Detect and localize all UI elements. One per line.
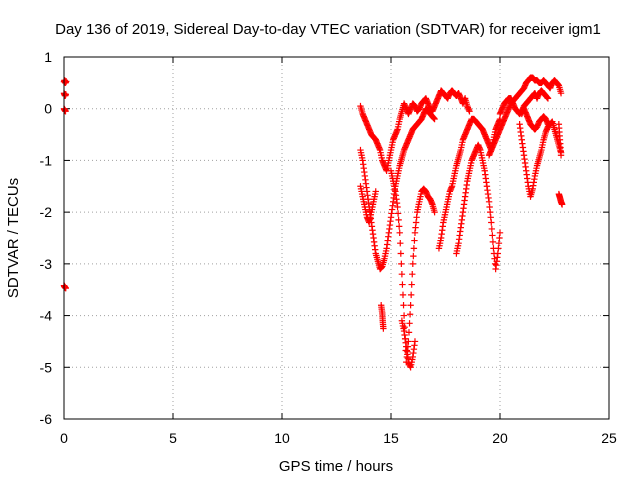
series-trace-m	[555, 190, 566, 208]
data-point	[489, 232, 496, 239]
data-point	[409, 271, 416, 278]
data-point	[410, 252, 417, 260]
data-point	[410, 245, 418, 252]
series-trace-h	[453, 141, 504, 273]
series-trace-j	[496, 87, 552, 118]
data-point	[407, 291, 415, 299]
y-tick-label: 1	[44, 49, 52, 65]
series-trace-i	[485, 74, 565, 159]
series-early-1	[60, 77, 70, 87]
data-point	[398, 271, 406, 278]
y-tick-label: -3	[40, 256, 53, 272]
data-point	[411, 338, 419, 345]
data-point	[431, 115, 438, 123]
series-trace-f	[398, 317, 419, 371]
data-point	[397, 250, 405, 257]
x-tick-label: 15	[383, 430, 399, 446]
data-point	[400, 312, 408, 319]
data-point	[396, 229, 403, 237]
x-tick-label: 10	[274, 430, 290, 446]
series-trace-k	[516, 118, 565, 200]
x-tick-label: 20	[492, 430, 508, 446]
y-tick-label: -6	[40, 411, 53, 427]
data-point	[405, 329, 413, 336]
data-point	[544, 95, 552, 102]
series-trace-l	[518, 105, 552, 133]
data-point	[411, 237, 418, 244]
data-point	[394, 210, 402, 217]
data-point	[407, 302, 414, 309]
data-point	[380, 325, 387, 332]
y-tick-label: -1	[40, 152, 53, 168]
data-point	[395, 216, 402, 224]
data-point	[488, 225, 496, 233]
x-tick-label: 0	[60, 430, 68, 446]
series-early-4	[60, 282, 69, 292]
data-point	[431, 208, 438, 216]
data-point	[488, 219, 495, 226]
data-point	[397, 239, 404, 247]
data-point	[62, 108, 69, 115]
series-trace-n	[555, 121, 565, 159]
x-tick-label: 25	[601, 430, 617, 446]
data-point	[394, 203, 401, 211]
series-early-2	[60, 90, 69, 99]
y-tick-label: 0	[44, 101, 52, 117]
series-trace-a	[357, 87, 473, 174]
data-point	[399, 281, 406, 288]
series-trace-d	[377, 302, 387, 332]
y-axis-title: SDTVAR / TECUs	[5, 178, 22, 298]
points-layer	[60, 74, 566, 371]
series-trace-e	[387, 167, 438, 366]
data-point	[496, 229, 504, 237]
data-point	[466, 108, 473, 115]
y-tick-label: -4	[40, 308, 53, 324]
series-trace-g	[435, 115, 504, 252]
x-axis-title: GPS time / hours	[279, 458, 393, 475]
chart-title: Day 136 of 2019, Sidereal Day-to-day VTE…	[55, 21, 601, 38]
data-point	[406, 311, 414, 318]
data-point	[489, 238, 497, 246]
data-point	[395, 223, 403, 230]
x-tick-label: 5	[169, 430, 177, 446]
series-early-3	[60, 105, 69, 115]
data-point	[408, 281, 415, 288]
data-point	[409, 260, 416, 268]
series-trace-c	[357, 183, 379, 226]
data-point	[558, 201, 566, 208]
data-point	[544, 121, 552, 128]
data-point	[557, 152, 565, 159]
data-point	[406, 320, 413, 327]
y-tick-label: -2	[40, 204, 53, 220]
data-point	[400, 302, 407, 309]
axis-layer: 0 5 10 15 20 25 -6 -5 -4 -3 -2 -1 0 1	[40, 49, 617, 446]
plot-frame	[63, 56, 610, 420]
data-point	[398, 260, 405, 268]
data-point	[557, 90, 565, 97]
data-point	[372, 188, 379, 195]
y-tick-label: -5	[40, 359, 53, 375]
data-point	[399, 291, 407, 299]
